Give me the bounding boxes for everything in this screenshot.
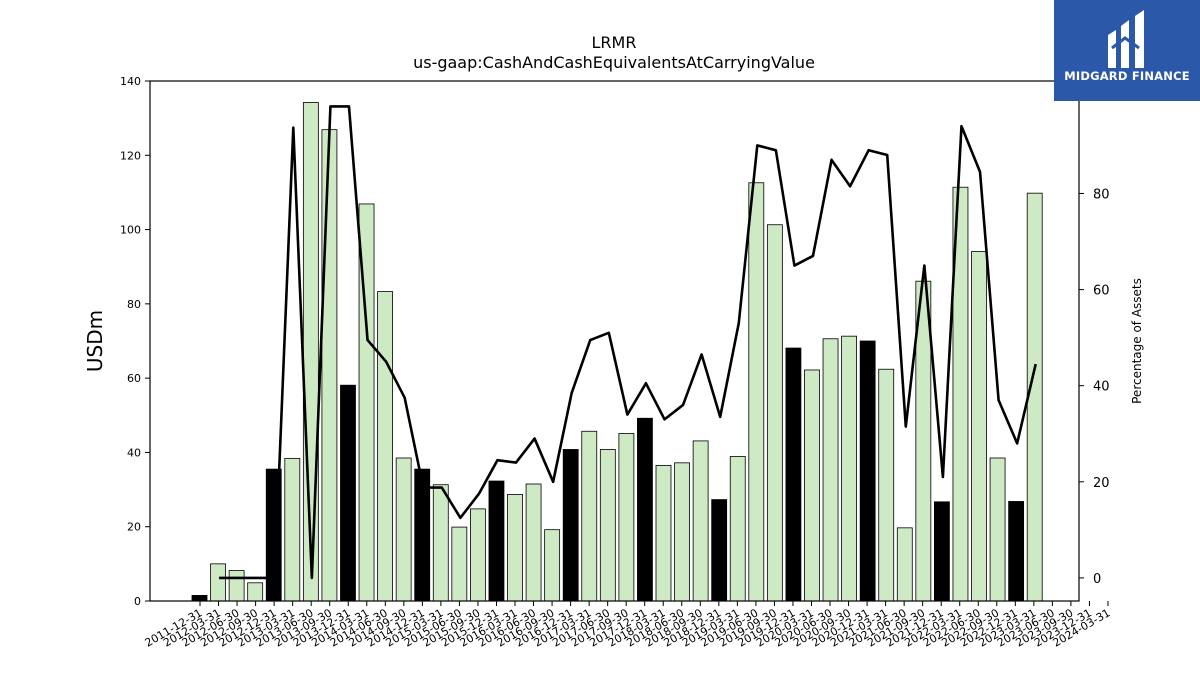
bar-8 [340, 384, 356, 602]
bar-13 [432, 484, 449, 602]
y-tick-label-80: 80 [127, 298, 141, 311]
bar-23 [618, 433, 635, 602]
bar-34 [822, 338, 839, 602]
bar-32 [785, 347, 802, 602]
bar-20 [562, 449, 579, 602]
y-axis-label: USDm [83, 310, 107, 372]
bar-44 [1008, 501, 1025, 602]
bar-27 [692, 440, 709, 602]
bar-25 [655, 465, 672, 602]
x-axis: 2011-12-312012-03-312012-06-302012-09-30… [143, 601, 1112, 650]
bar-14 [451, 526, 468, 602]
bar-5 [284, 457, 301, 602]
y2-tick-label-80: 80 [1093, 187, 1110, 202]
bar-37 [878, 368, 895, 602]
chart-title: LRMR [592, 33, 637, 52]
bar-7 [321, 129, 338, 602]
y-tick-label-40: 40 [127, 446, 141, 459]
bar-12 [414, 468, 431, 602]
midgard-finance-logo: MIDGARD FINANCE [1054, 0, 1200, 101]
y2-tick-label-20: 20 [1093, 476, 1110, 491]
bar-17 [507, 493, 523, 602]
plot-frame [149, 80, 1080, 602]
bar-33 [804, 369, 820, 602]
bar-45 [1026, 192, 1043, 602]
bar-0 [191, 595, 208, 602]
bar-35 [841, 335, 857, 602]
bar-2 [228, 570, 245, 602]
bar-26 [674, 462, 690, 602]
percentage-line [219, 105, 1037, 580]
bar-28 [711, 499, 728, 602]
bar-36 [859, 340, 876, 602]
y-tick-label-120: 120 [120, 149, 141, 162]
chart-subtitle: us-gaap:CashAndCashEquivalentsAtCarrying… [413, 53, 815, 72]
y-tick-label-0: 0 [134, 595, 141, 608]
bar-19 [544, 529, 561, 602]
bar-29 [729, 456, 746, 602]
bar-21 [581, 430, 598, 602]
y2-tick-label-60: 60 [1093, 284, 1110, 299]
y2-tick-label-0: 0 [1093, 572, 1101, 587]
y-tick-label-140: 140 [120, 75, 141, 88]
y-axis-left: 0 20 40 60 80 100 120 140 [120, 75, 150, 608]
bar-10 [377, 291, 394, 602]
y2-tick-label-40: 40 [1093, 380, 1110, 395]
y-tick-label-60: 60 [127, 372, 141, 385]
bars [191, 102, 1043, 602]
bar-31 [766, 224, 783, 602]
bar-30 [748, 182, 765, 602]
bar-43 [989, 457, 1006, 602]
bar-24 [637, 417, 653, 602]
bar-22 [599, 449, 616, 602]
bar-1 [210, 563, 226, 602]
y-axis-right: 0 20 40 60 80 [1079, 187, 1110, 587]
midgard-logo-icon [1108, 10, 1144, 68]
bar-42 [971, 251, 987, 602]
bar-16 [488, 480, 505, 602]
y-tick-label-100: 100 [120, 224, 141, 237]
bar-40 [934, 501, 950, 602]
y-tick-label-20: 20 [127, 521, 141, 534]
bar-3 [247, 582, 264, 602]
logo-text: MIDGARD FINANCE [1064, 69, 1190, 83]
bar-11 [395, 457, 412, 602]
bar-18 [525, 483, 542, 602]
y2-axis-label: Percentage of Assets [1130, 278, 1144, 404]
bar-15 [469, 508, 486, 602]
percentage-line-path [219, 105, 1037, 580]
bar-38 [896, 527, 913, 602]
